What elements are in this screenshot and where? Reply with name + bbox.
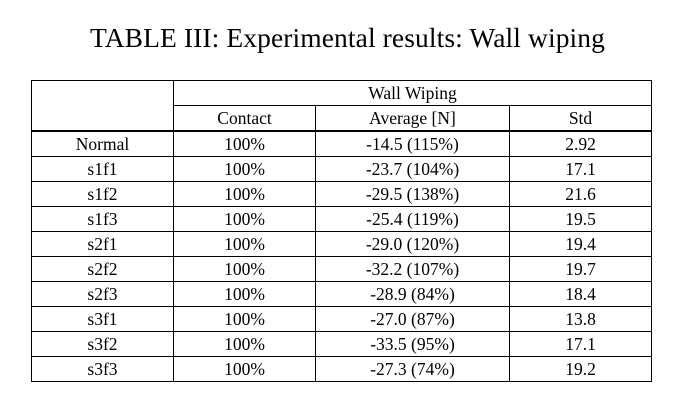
table-row: s2f2 100% -32.2 (107%) 19.7: [31, 256, 653, 282]
table-row: s2f1 100% -29.0 (120%) 19.4: [31, 231, 653, 257]
contact-cell: 100%: [173, 356, 316, 382]
average-cell: -32.2 (107%): [315, 256, 510, 282]
contact-cell: 100%: [173, 206, 316, 232]
std-cell: 21.6: [508, 181, 653, 207]
average-cell: -29.0 (120%): [315, 231, 510, 257]
results-table: Wall Wiping Contact Average [N] Std Norm…: [31, 80, 653, 382]
corner-cell: [31, 80, 174, 132]
row-label: s2f1: [31, 231, 174, 257]
average-cell: -14.5 (115%): [315, 130, 510, 157]
row-label: Normal: [31, 130, 174, 157]
row-label: s1f3: [31, 206, 174, 232]
average-cell: -29.5 (138%): [315, 181, 510, 207]
std-cell: 19.4: [508, 231, 653, 257]
table-row: s2f3 100% -28.9 (84%) 18.4: [31, 281, 653, 307]
std-cell: 17.1: [508, 156, 653, 182]
table-row: s3f3 100% -27.3 (74%) 19.2: [31, 356, 653, 382]
row-label: s2f2: [31, 256, 174, 282]
average-cell: -23.7 (104%): [315, 156, 510, 182]
contact-cell: 100%: [173, 130, 316, 157]
group-header-wall-wiping: Wall Wiping: [172, 80, 653, 106]
average-cell: -33.5 (95%): [315, 331, 510, 357]
std-cell: 19.2: [508, 356, 653, 382]
table-row: s3f1 100% -27.0 (87%) 13.8: [31, 306, 653, 332]
row-label: s1f2: [31, 181, 174, 207]
std-cell: 19.5: [508, 206, 653, 232]
average-cell: -27.3 (74%): [315, 356, 510, 382]
column-header-contact: Contact: [173, 105, 316, 132]
row-label: s1f1: [31, 156, 174, 182]
table-caption: TABLE III: Experimental results: Wall wi…: [90, 22, 605, 53]
row-label: s3f3: [31, 356, 174, 382]
column-header-average: Average [N]: [315, 105, 510, 132]
row-label: s3f1: [31, 306, 174, 332]
contact-cell: 100%: [173, 256, 316, 282]
std-cell: 19.7: [508, 256, 653, 282]
contact-cell: 100%: [173, 281, 316, 307]
average-cell: -28.9 (84%): [315, 281, 510, 307]
column-header-std: Std: [508, 105, 653, 132]
average-cell: -27.0 (87%): [315, 306, 510, 332]
std-cell: 17.1: [508, 331, 653, 357]
table-row: Normal 100% -14.5 (115%) 2.92: [31, 130, 653, 157]
contact-cell: 100%: [173, 181, 316, 207]
average-cell: -25.4 (119%): [315, 206, 510, 232]
table-row: s3f2 100% -33.5 (95%) 17.1: [31, 331, 653, 357]
table-row: s1f1 100% -23.7 (104%) 17.1: [31, 156, 653, 182]
std-cell: 13.8: [508, 306, 653, 332]
table-row: s1f3 100% -25.4 (119%) 19.5: [31, 206, 653, 232]
group-header-row: Wall Wiping: [31, 80, 653, 132]
contact-cell: 100%: [173, 231, 316, 257]
contact-cell: 100%: [173, 156, 316, 182]
std-cell: 18.4: [508, 281, 653, 307]
row-label: s2f3: [31, 281, 174, 307]
row-label: s3f2: [31, 331, 174, 357]
contact-cell: 100%: [173, 331, 316, 357]
table-row: s1f2 100% -29.5 (138%) 21.6: [31, 181, 653, 207]
std-cell: 2.92: [508, 130, 653, 157]
contact-cell: 100%: [173, 306, 316, 332]
column-header-row: Contact Average [N] Std: [32, 105, 653, 132]
